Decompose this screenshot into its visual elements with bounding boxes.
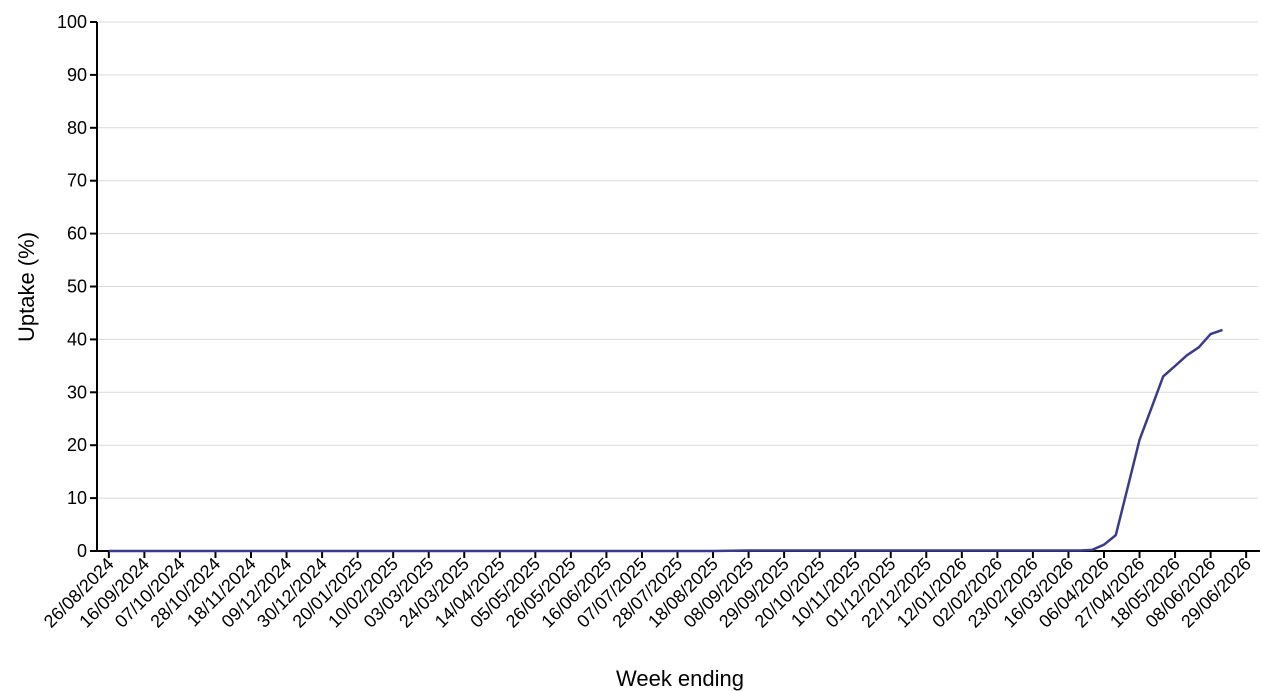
y-tick-label: 80: [67, 118, 87, 138]
gridlines: [97, 21, 1258, 499]
y-axis-ticks: 0 10 20 30 40 50 60 70 80 90 100: [57, 12, 97, 561]
y-tick-label: 0: [77, 541, 87, 561]
y-tick-label: 90: [67, 65, 87, 85]
series-line: [108, 328, 1223, 553]
y-axis-title: Uptake (%): [14, 232, 39, 342]
y-tick-label: 100: [57, 12, 87, 32]
y-tick-label: 60: [67, 224, 87, 244]
y-tick-label: 10: [67, 488, 87, 508]
y-tick-label: 50: [67, 277, 87, 297]
y-tick-label: 70: [67, 171, 87, 191]
y-tick-label: 30: [67, 382, 87, 402]
series-group: [108, 328, 1223, 553]
y-tick-label: 20: [67, 435, 87, 455]
y-tick-label: 40: [67, 329, 87, 349]
x-axis-title: Week ending: [616, 666, 744, 691]
x-axis-ticks: 26/08/202416/09/202407/10/202428/10/2024…: [40, 551, 1255, 632]
